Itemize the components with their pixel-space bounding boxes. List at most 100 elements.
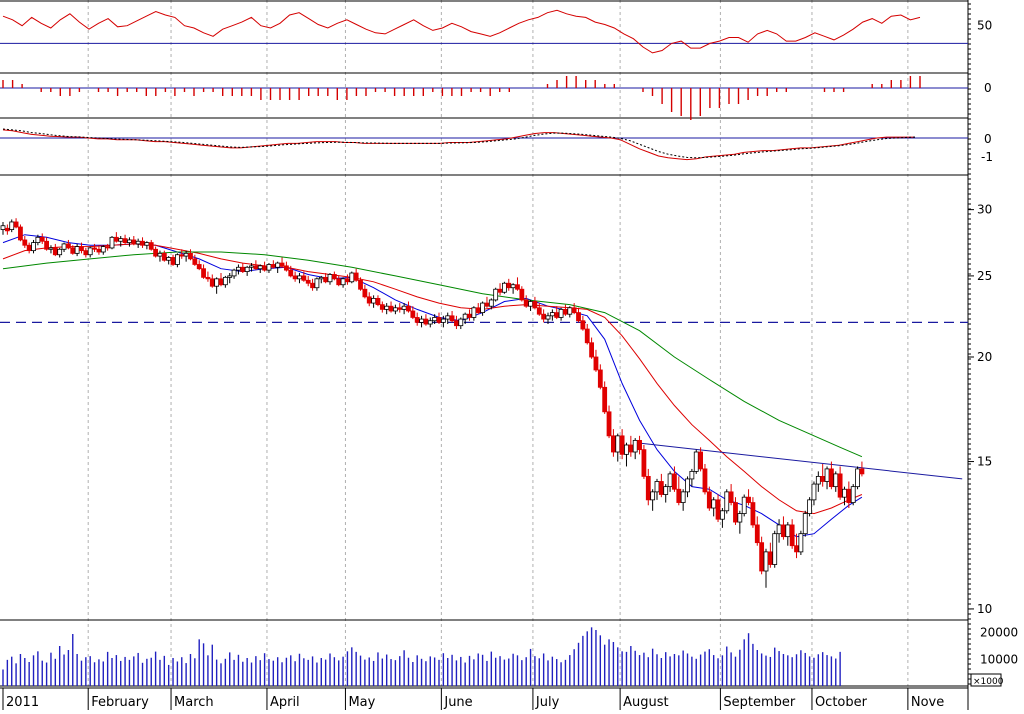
candle-down [52, 247, 58, 256]
candle-down [270, 264, 276, 268]
candle-down [22, 239, 28, 246]
candle-down [611, 435, 616, 453]
candle-up [384, 305, 390, 310]
candle-up [545, 315, 551, 320]
candle-down [563, 308, 568, 315]
candle-down [576, 312, 581, 322]
candle-up [632, 439, 638, 453]
candle-down [506, 282, 512, 289]
volume-tick-label: 10000 [980, 652, 1018, 666]
candle-up [558, 308, 564, 318]
candle-down [484, 302, 490, 307]
candle-down [331, 274, 337, 280]
candle-down [161, 252, 167, 261]
candle-down [122, 238, 128, 243]
candle-down [676, 488, 682, 503]
candle-up [0, 225, 6, 230]
candle-down [536, 307, 542, 315]
candle-up [772, 533, 778, 565]
candle-down [750, 502, 756, 526]
candle-down [698, 451, 703, 470]
candle-down [292, 275, 298, 280]
candle-down [140, 240, 145, 246]
candle-down [606, 411, 612, 437]
candle-down [44, 240, 49, 250]
volume-multiplier-label: ×1000 [973, 677, 1004, 687]
candle-down [397, 307, 403, 310]
candle-up [724, 491, 730, 512]
candle-up [214, 278, 220, 287]
candle-up [737, 513, 743, 523]
candle-up [183, 252, 189, 257]
volume-tick-label: 20000 [980, 626, 1018, 640]
candle-down [837, 473, 843, 498]
candle-up [57, 248, 63, 256]
candle-down [388, 305, 394, 312]
price-panel [0, 218, 968, 588]
month-label: September [723, 695, 796, 710]
candle-down [192, 258, 198, 265]
candle-up [419, 318, 424, 323]
candle-up [174, 254, 180, 265]
candle-up [427, 320, 433, 325]
panel-frames [0, 0, 971, 710]
candle-up [31, 242, 36, 252]
candle-down [353, 272, 359, 281]
candle-up [720, 510, 725, 520]
candle-down [637, 439, 642, 451]
candle-up [549, 312, 555, 317]
candle-up [667, 473, 673, 488]
candle-up [654, 481, 660, 493]
candle-down [532, 301, 538, 309]
candle-up [663, 486, 669, 495]
candle-down [584, 328, 590, 344]
candle-down [18, 226, 23, 241]
month-label: February [91, 695, 149, 710]
candle-up [318, 276, 324, 280]
candle-down [153, 248, 159, 257]
candle-down [39, 236, 45, 242]
candle-down [541, 313, 547, 320]
candle-down [13, 221, 19, 228]
candle-up [855, 468, 860, 488]
candle-down [279, 262, 285, 267]
candle-up [807, 499, 812, 514]
axis-labels: 50 0 0 -1 30 25 20 15 10 20000 10000 ×1000 2011 Febru… [2, 19, 1018, 710]
candle-down [702, 468, 708, 493]
month-label: Nove [911, 695, 944, 710]
candle-down [305, 279, 311, 284]
candle-down [423, 318, 429, 325]
macd-panel [0, 128, 968, 161]
candle-down [597, 369, 603, 388]
candle-up [824, 468, 830, 482]
price-tick-label: 30 [977, 203, 992, 217]
candle-down [105, 246, 111, 249]
candle-down [467, 313, 472, 318]
candle-up [135, 240, 141, 245]
candle-down [188, 252, 193, 260]
candle-down [375, 297, 381, 306]
candle-down [379, 304, 385, 310]
candle-down [829, 468, 834, 488]
candle-up [401, 305, 407, 310]
candle-down [497, 288, 503, 293]
candle-up [528, 301, 533, 307]
candle-down [593, 356, 599, 371]
candle-up [458, 318, 464, 327]
candle-up [785, 524, 791, 538]
candle-down [645, 476, 651, 501]
long-moving-average [2, 251, 863, 458]
price-tick-label: 25 [977, 269, 992, 283]
candle-down [179, 254, 185, 257]
candle-up [850, 486, 856, 503]
candle-up [297, 275, 302, 280]
candle-up [615, 435, 621, 453]
candle-down [201, 268, 206, 278]
candle-down [96, 248, 102, 253]
candle-down [759, 542, 765, 572]
candle-down [70, 247, 76, 254]
candle-down [170, 257, 176, 265]
candle-down [789, 524, 795, 547]
candle-down [449, 315, 455, 322]
month-label: April [270, 695, 300, 710]
